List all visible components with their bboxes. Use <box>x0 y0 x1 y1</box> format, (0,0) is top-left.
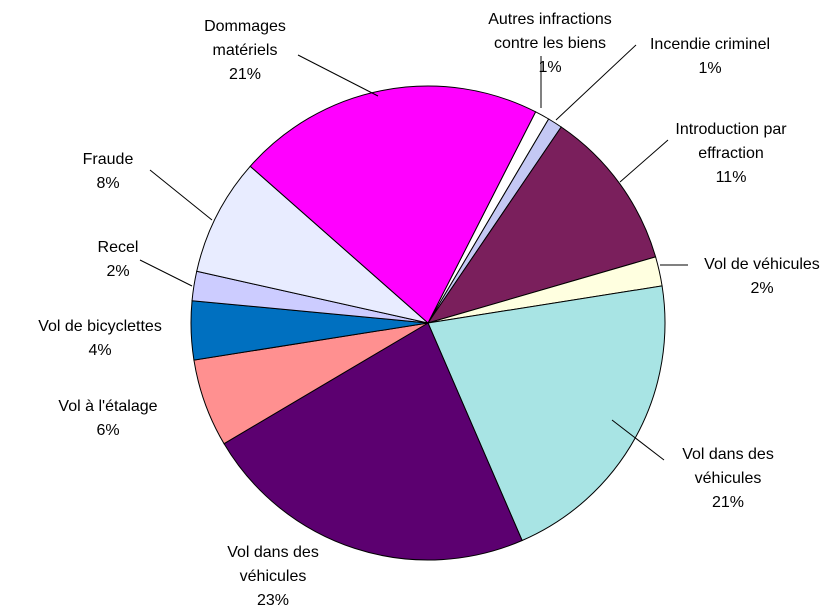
value-label: 8% <box>96 175 120 192</box>
category-label: Vol à l'étalage <box>58 398 158 415</box>
slice-label: Vol de bicyclettes 4% <box>10 315 190 363</box>
slice-label: Vol dans des véhicules 21% <box>668 443 788 515</box>
category-label: Introduction par effraction <box>675 121 787 162</box>
slice-label: Dommages matériels 21% <box>195 15 295 87</box>
category-label: Incendie criminel <box>649 36 771 53</box>
leader-line <box>555 44 637 121</box>
category-label: Vol dans des véhicules <box>227 544 319 585</box>
leader-line <box>611 419 665 461</box>
value-label: 4% <box>88 342 112 359</box>
value-label: 2% <box>750 280 774 297</box>
leader-line <box>619 139 669 183</box>
category-label: Vol dans des véhicules <box>682 446 774 487</box>
value-label: 2% <box>106 263 130 280</box>
pie-slice <box>427 285 666 542</box>
slice-label: Vol dans des véhicules 23% <box>213 541 333 613</box>
slice-label: Vol à l'étalage 6% <box>38 395 178 443</box>
category-label: Vol de bicyclettes <box>38 318 162 335</box>
pie-slice <box>249 85 537 324</box>
leader-line <box>149 169 213 221</box>
slice-label: Recel 2% <box>78 236 158 284</box>
leader-line <box>297 54 379 97</box>
pie-slice <box>196 165 429 324</box>
leader-line <box>139 259 193 287</box>
slice-label: Fraude 8% <box>68 148 148 196</box>
value-label: 23% <box>256 592 290 609</box>
pie-slice <box>223 322 523 561</box>
category-label: Fraude <box>82 151 134 168</box>
category-label: Vol de véhicules <box>704 256 820 273</box>
category-label: Autres infractions contre les biens <box>488 11 612 52</box>
value-label: 11% <box>715 169 747 186</box>
slice-label: Incendie criminel 1% <box>630 33 790 81</box>
slice-label: Autres infractions contre les biens 1% <box>465 8 635 80</box>
slice-label: Introduction par effraction 11% <box>661 118 801 190</box>
value-label: 1% <box>698 60 722 77</box>
value-label: 6% <box>96 422 120 439</box>
category-label: Recel <box>97 239 139 256</box>
pie-slice <box>426 126 657 324</box>
category-label: Dommages matériels <box>204 18 286 59</box>
value-label: 1% <box>538 59 562 76</box>
slice-label: Vol de véhicules 2% <box>682 253 836 301</box>
value-label: 21% <box>711 494 745 511</box>
value-label: 21% <box>228 66 262 83</box>
